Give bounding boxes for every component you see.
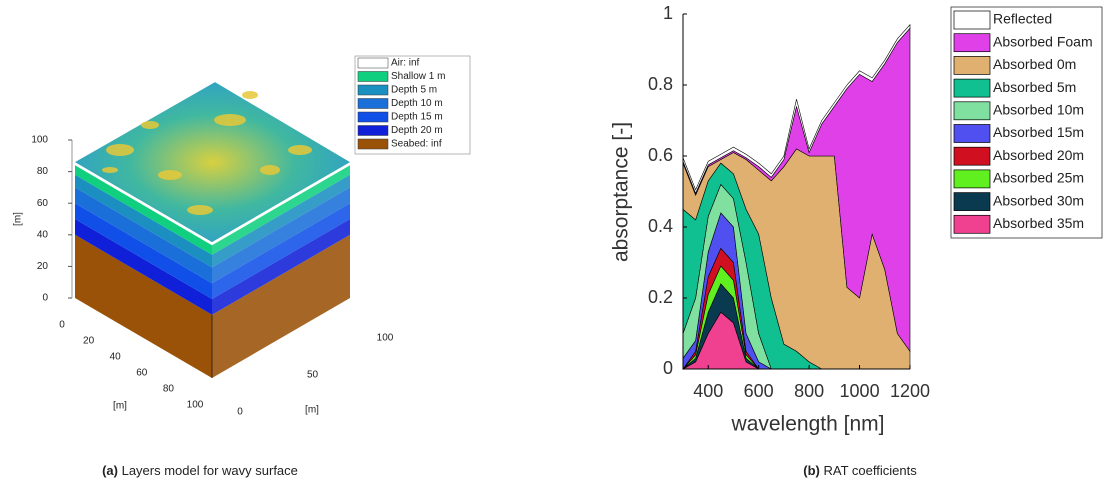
y-tick-label: 0.2: [648, 287, 673, 307]
legend-label: Depth 20 m: [391, 125, 443, 136]
z-tick-label: 80: [37, 166, 49, 177]
surface-blob: [102, 167, 118, 173]
layer-face: [212, 174, 350, 268]
legend-swatch: [953, 124, 991, 143]
surface-blob: [106, 144, 134, 156]
x-tick-label: 20: [83, 336, 95, 347]
x-tick-label: 1200: [890, 381, 930, 401]
z-tick-label: 0: [42, 293, 48, 304]
legend-swatch: [953, 101, 991, 121]
y-tick-label: 50: [307, 370, 319, 381]
y-tick-label: 0.4: [648, 216, 673, 236]
surface-blob: [242, 91, 258, 99]
surface-blob: [187, 205, 213, 215]
left-panel: 0 20 40 60 80 100 [m] 0 20 40 60 80 100 [m] 0 50 100 [m] A…: [13, 55, 471, 478]
legend-label: Air: inf: [391, 58, 420, 69]
x-tick-label: 800: [794, 381, 824, 401]
legend-swatch: [357, 71, 389, 82]
caption-label: (b): [803, 463, 820, 478]
y-tick-label: 1: [663, 3, 673, 23]
layer-face: [75, 165, 212, 255]
layer-face: [212, 203, 350, 299]
legend-swatch: [357, 84, 389, 96]
caption: (a) Layers model for wavy surface: [102, 463, 298, 478]
layer-face: [75, 203, 212, 299]
y-tick-label: 0.8: [648, 74, 673, 94]
x-tick-label: 1000: [840, 381, 880, 401]
legend-swatch: [953, 78, 991, 98]
surface-blob: [214, 114, 246, 126]
surface-blob: [288, 145, 312, 155]
legend-swatch: [357, 57, 389, 69]
legend-label: Absorbed 20m: [993, 147, 1084, 163]
layer-face: [212, 165, 350, 255]
x-tick-label: 80: [163, 384, 175, 395]
legend-label: Absorbed 10m: [993, 102, 1084, 118]
legend-label: Shallow 1 m: [391, 71, 445, 82]
layer-face: [75, 174, 212, 268]
legend-swatch: [953, 10, 991, 30]
x-label: wavelength [nm]: [731, 413, 885, 436]
legend-label: Depth 5 m: [391, 85, 437, 96]
legend-swatch: [357, 98, 389, 109]
y-tick-label: 0: [237, 407, 243, 418]
legend-swatch: [953, 56, 991, 75]
z-tick-label: 20: [37, 261, 49, 272]
x-tick-label: 0: [59, 320, 65, 331]
x-tick-label: 400: [693, 381, 723, 401]
legend-swatch: [953, 169, 991, 189]
layer-face: [75, 234, 212, 378]
right-panel: 0 0.2 0.4 0.6 0.8 1 400 600 800 1000 1200wavelengt…: [610, 3, 1103, 478]
y-tick-label: 0.6: [648, 145, 673, 165]
layer-face: [75, 219, 212, 315]
legend-label: Reflected: [993, 11, 1052, 27]
legend-label: Absorbed 5m: [993, 79, 1076, 95]
z-label: [m]: [13, 212, 24, 226]
y-tick-label: 100: [377, 333, 394, 344]
legend-label: Depth 10 m: [391, 98, 443, 109]
x-tick-label: 600: [744, 381, 774, 401]
layer-face: [212, 234, 350, 378]
layer-face: [75, 187, 212, 284]
caption-text: RAT coefficients: [820, 463, 917, 478]
legend-label: Absorbed 35m: [993, 215, 1084, 231]
legend-swatch: [953, 33, 991, 53]
z-tick-label: 60: [37, 198, 49, 209]
legend-swatch: [953, 192, 991, 211]
x-tick-label: 100: [187, 400, 204, 411]
legend-label: Absorbed 15m: [993, 124, 1084, 140]
legend-swatch: [357, 138, 389, 150]
surface: [75, 82, 350, 243]
legend-label: Depth 15 m: [391, 112, 443, 123]
z-tick-label: 100: [31, 135, 48, 146]
area: [682, 23, 911, 195]
caption-label: (a): [102, 463, 118, 478]
layer-face: [212, 219, 350, 315]
legend-swatch: [357, 111, 389, 123]
x-tick-label: 40: [110, 352, 122, 363]
layer-face: [212, 187, 350, 284]
legend-label: Absorbed 25m: [993, 170, 1084, 186]
caption: (b) RAT coefficients: [803, 463, 917, 478]
caption-text: Layers model for wavy surface: [118, 463, 298, 478]
surface-blob: [260, 165, 280, 175]
surface-blob: [141, 121, 159, 129]
legend-label: Seabed: inf: [391, 139, 442, 150]
x-tick-label: 60: [136, 368, 148, 379]
y-label: [m]: [305, 405, 319, 416]
z-tick-label: 40: [37, 229, 49, 240]
y-tick-label: 0: [663, 358, 673, 378]
legend-swatch: [953, 146, 991, 166]
y-label: absorptance [-]: [610, 122, 633, 262]
surface-blob: [158, 170, 182, 180]
legend-swatch: [953, 214, 991, 234]
legend-swatch: [357, 125, 389, 136]
x-label: [m]: [113, 401, 127, 412]
legend-label: Absorbed Foam: [993, 33, 1093, 49]
legend-label: Absorbed 0m: [993, 56, 1076, 72]
legend-label: Absorbed 30m: [993, 192, 1084, 208]
